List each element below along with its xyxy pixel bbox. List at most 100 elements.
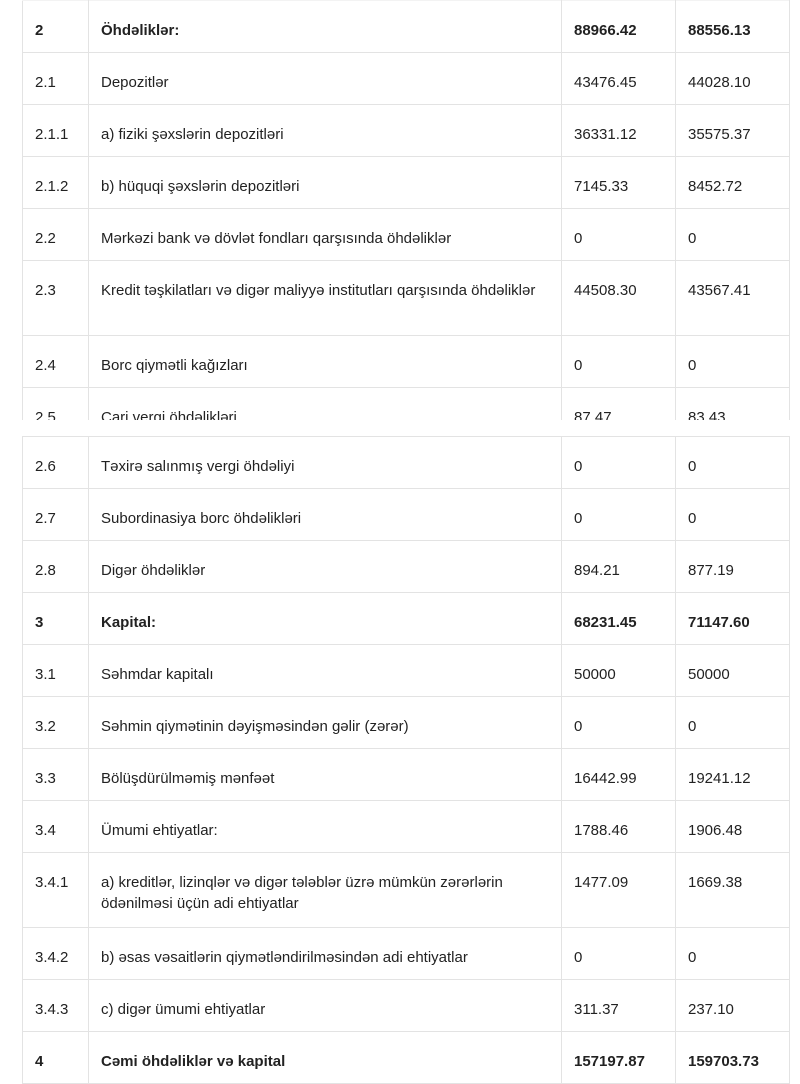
row-code: 4 xyxy=(22,1031,89,1084)
row-label: Digər öhdəliklər xyxy=(88,540,562,593)
row-label: Borc qiymətli kağızları xyxy=(88,335,562,388)
row-code: 3 xyxy=(22,592,89,645)
row-label: c) digər ümumi ehtiyatlar xyxy=(88,979,562,1032)
balance-table: 2.6 Təxirə salınmış vergi öhdəliyi 0 0 2.7 Su… xyxy=(22,436,790,1084)
row-value-1: 0 xyxy=(561,927,676,980)
row-code: 3.1 xyxy=(22,644,89,697)
row-value-1: 68231.45 xyxy=(561,592,676,645)
row-value-1: 7145.33 xyxy=(561,156,676,209)
row-code: 2.7 xyxy=(22,488,89,541)
row-code: 3.2 xyxy=(22,696,89,749)
row-value-1: 0 xyxy=(561,436,676,489)
row-code: 2.4 xyxy=(22,335,89,388)
row-code: 2.6 xyxy=(22,436,89,489)
row-value-1: 88966.42 xyxy=(561,0,676,53)
table-row: 2.5 Cari vergi öhdəlikləri 87.47 83.43 xyxy=(22,387,790,420)
row-value-1: 1477.09 xyxy=(561,852,676,928)
row-value-1: 311.37 xyxy=(561,979,676,1032)
row-value-1: 0 xyxy=(561,696,676,749)
row-value-2: 237.10 xyxy=(675,979,790,1032)
row-value-2: 0 xyxy=(675,488,790,541)
table-row: 3.4.3 c) digər ümumi ehtiyatlar 311.37 237.… xyxy=(22,979,790,1032)
table-row: 3.4.1 a) kreditlər, lizinqlər və digər tə… xyxy=(22,852,790,928)
row-label: Bölüşdürülməmiş mənfəət xyxy=(88,748,562,801)
row-label: Subordinasiya borc öhdəlikləri xyxy=(88,488,562,541)
row-label: Cəmi öhdəliklər və kapital xyxy=(88,1031,562,1084)
table-row: 3.4 Ümumi ehtiyatlar: 1788.46 1906.48 xyxy=(22,800,790,853)
row-value-2: 35575.37 xyxy=(675,104,790,157)
row-label: Kredit təşkilatları və digər maliyyə ins… xyxy=(88,260,562,336)
row-value-2: 83.43 xyxy=(675,387,790,420)
row-value-2: 8452.72 xyxy=(675,156,790,209)
row-value-1: 43476.45 xyxy=(561,52,676,105)
row-value-2: 50000 xyxy=(675,644,790,697)
row-value-2: 0 xyxy=(675,696,790,749)
row-code: 3.4 xyxy=(22,800,89,853)
row-value-1: 894.21 xyxy=(561,540,676,593)
table-row: 2.4 Borc qiymətli kağızları 0 0 xyxy=(22,335,790,388)
row-value-1: 36331.12 xyxy=(561,104,676,157)
balance-table-part-2: 2.6 Təxirə salınmış vergi öhdəliyi 0 0 2.7 Su… xyxy=(22,436,790,1084)
row-value-1: 157197.87 xyxy=(561,1031,676,1084)
row-code: 2.1 xyxy=(22,52,89,105)
row-label: Səhmdar kapitalı xyxy=(88,644,562,697)
table-row: 4 Cəmi öhdəliklər və kapital 157197.87 1597… xyxy=(22,1031,790,1084)
table-row: 2.2 Mərkəzi bank və dövlət fondları qarşı… xyxy=(22,208,790,261)
row-value-2: 1906.48 xyxy=(675,800,790,853)
row-value-2: 877.19 xyxy=(675,540,790,593)
row-code: 2.5 xyxy=(22,387,89,420)
row-value-1: 16442.99 xyxy=(561,748,676,801)
row-label: a) fiziki şəxslərin depozitləri xyxy=(88,104,562,157)
row-value-2: 19241.12 xyxy=(675,748,790,801)
row-label: Səhmin qiymətinin dəyişməsindən gəlir (z… xyxy=(88,696,562,749)
row-label: Depozitlər xyxy=(88,52,562,105)
row-label: Cari vergi öhdəlikləri xyxy=(88,387,562,420)
row-value-2: 71147.60 xyxy=(675,592,790,645)
table-row: 3 Kapital: 68231.45 71147.60 xyxy=(22,592,790,645)
row-value-1: 1788.46 xyxy=(561,800,676,853)
row-value-1: 0 xyxy=(561,208,676,261)
row-code: 2.1.2 xyxy=(22,156,89,209)
row-code: 2.8 xyxy=(22,540,89,593)
balance-table: 2 Öhdəliklər: 88966.42 88556.13 2.1 Depozitlə… xyxy=(22,0,790,420)
row-value-1: 87.47 xyxy=(561,387,676,420)
row-value-1: 0 xyxy=(561,488,676,541)
table-row: 2.3 Kredit təşkilatları və digər maliyyə … xyxy=(22,260,790,336)
table-row: 3.4.2 b) əsas vəsaitlərin qiymətləndirilm… xyxy=(22,927,790,980)
row-code: 2.1.1 xyxy=(22,104,89,157)
table-row: 3.1 Səhmdar kapitalı 50000 50000 xyxy=(22,644,790,697)
row-value-2: 0 xyxy=(675,335,790,388)
table-row: 2.1 Depozitlər 43476.45 44028.10 xyxy=(22,52,790,105)
row-code: 2.3 xyxy=(22,260,89,336)
row-code: 3.4.2 xyxy=(22,927,89,980)
table-row: 3.2 Səhmin qiymətinin dəyişməsindən gəlir… xyxy=(22,696,790,749)
table-row: 3.3 Bölüşdürülməmiş mənfəət 16442.99 19241.… xyxy=(22,748,790,801)
table-row: 2.1.1 a) fiziki şəxslərin depozitləri 3633… xyxy=(22,104,790,157)
row-value-2: 0 xyxy=(675,927,790,980)
row-label: Təxirə salınmış vergi öhdəliyi xyxy=(88,436,562,489)
balance-table-part-1: 2 Öhdəliklər: 88966.42 88556.13 2.1 Depozitlə… xyxy=(22,0,790,420)
row-code: 2.2 xyxy=(22,208,89,261)
row-value-1: 0 xyxy=(561,335,676,388)
table-row: 2.7 Subordinasiya borc öhdəlikləri 0 0 xyxy=(22,488,790,541)
table-row: 2.8 Digər öhdəliklər 894.21 877.19 xyxy=(22,540,790,593)
table-row: 2.6 Təxirə salınmış vergi öhdəliyi 0 0 xyxy=(22,436,790,489)
table-row: 2.1.2 b) hüquqi şəxslərin depozitləri 7145… xyxy=(22,156,790,209)
row-code: 3.3 xyxy=(22,748,89,801)
row-value-2: 159703.73 xyxy=(675,1031,790,1084)
row-label: b) əsas vəsaitlərin qiymətləndirilməsind… xyxy=(88,927,562,980)
row-value-2: 0 xyxy=(675,436,790,489)
row-label: Kapital: xyxy=(88,592,562,645)
row-code: 2 xyxy=(22,0,89,53)
row-label: b) hüquqi şəxslərin depozitləri xyxy=(88,156,562,209)
row-code: 3.4.3 xyxy=(22,979,89,1032)
row-label: a) kreditlər, lizinqlər və digər tələblə… xyxy=(88,852,562,928)
row-label: Ümumi ehtiyatlar: xyxy=(88,800,562,853)
row-value-2: 43567.41 xyxy=(675,260,790,336)
row-value-2: 44028.10 xyxy=(675,52,790,105)
row-value-2: 1669.38 xyxy=(675,852,790,928)
row-label: Öhdəliklər: xyxy=(88,0,562,53)
table-row: 2 Öhdəliklər: 88966.42 88556.13 xyxy=(22,0,790,53)
row-label: Mərkəzi bank və dövlət fondları qarşısın… xyxy=(88,208,562,261)
row-value-1: 50000 xyxy=(561,644,676,697)
